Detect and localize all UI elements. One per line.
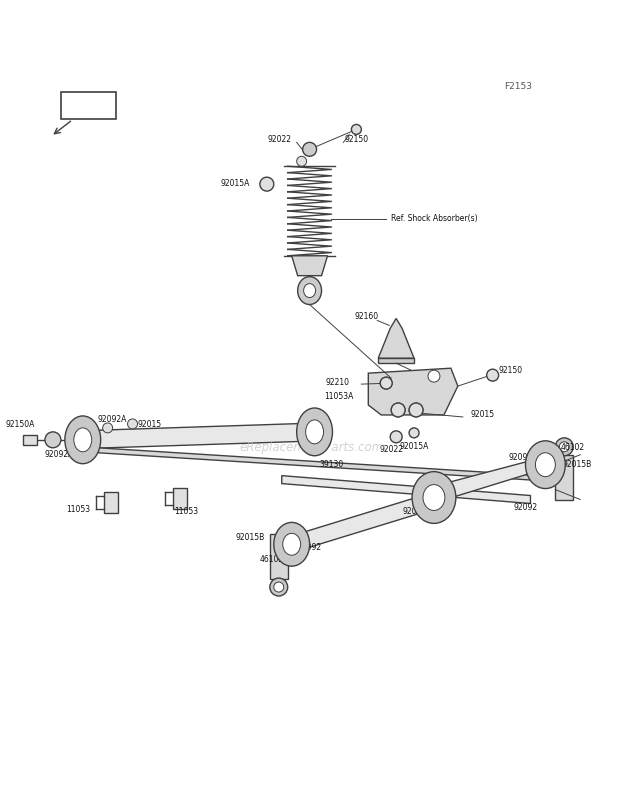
Ellipse shape (296, 408, 332, 456)
Text: FRONT: FRONT (69, 101, 107, 110)
Text: 46102: 46102 (260, 555, 284, 564)
Ellipse shape (304, 284, 316, 298)
Circle shape (409, 403, 423, 417)
Ellipse shape (423, 485, 445, 510)
Circle shape (391, 403, 405, 417)
Ellipse shape (298, 277, 322, 304)
Text: 92015A: 92015A (399, 442, 429, 451)
Ellipse shape (526, 441, 565, 488)
Circle shape (556, 438, 574, 456)
Text: 92092: 92092 (298, 543, 322, 551)
Bar (23, 435, 37, 444)
Text: Ref. Shock Absorber(s): Ref. Shock Absorber(s) (391, 214, 478, 224)
Text: 92210: 92210 (326, 378, 350, 387)
Circle shape (270, 578, 288, 596)
Text: 92015A: 92015A (221, 178, 250, 187)
Polygon shape (78, 423, 319, 448)
Text: 11053: 11053 (174, 507, 198, 516)
Bar (378, 358, 414, 363)
Circle shape (296, 157, 307, 166)
Text: 11053: 11053 (66, 505, 91, 514)
Text: 92150A: 92150A (6, 420, 35, 429)
Text: 39130: 39130 (319, 460, 343, 470)
Circle shape (274, 582, 284, 592)
Text: 92150: 92150 (344, 135, 368, 144)
Polygon shape (291, 255, 327, 276)
Text: 92092A: 92092A (98, 415, 127, 424)
Text: F2153: F2153 (505, 82, 533, 91)
Polygon shape (368, 368, 458, 415)
Text: 92015: 92015 (471, 410, 495, 419)
Polygon shape (378, 319, 414, 358)
Bar (61, 92, 115, 119)
Text: 92092A: 92092A (45, 450, 74, 459)
Text: 92015B: 92015B (235, 533, 265, 542)
Bar (174, 487, 187, 509)
Circle shape (380, 377, 392, 389)
Polygon shape (98, 448, 541, 481)
Circle shape (380, 377, 392, 389)
Bar (104, 491, 118, 513)
Bar (270, 534, 288, 579)
Text: 92092: 92092 (508, 453, 533, 462)
Polygon shape (284, 494, 439, 550)
Ellipse shape (274, 522, 309, 566)
Text: 46102: 46102 (560, 444, 585, 453)
Text: 92015B: 92015B (562, 460, 591, 470)
Circle shape (45, 432, 61, 448)
Text: 92092: 92092 (513, 503, 538, 512)
Circle shape (409, 403, 423, 417)
Text: 92160: 92160 (354, 312, 378, 321)
Circle shape (428, 370, 440, 382)
Bar (556, 455, 574, 500)
Text: 92092: 92092 (402, 507, 426, 516)
Text: 92015: 92015 (138, 420, 162, 429)
Circle shape (391, 403, 405, 417)
Polygon shape (429, 457, 546, 501)
Circle shape (260, 177, 274, 191)
Circle shape (409, 428, 419, 438)
Circle shape (390, 431, 402, 443)
Text: 11053A: 11053A (324, 392, 353, 401)
Ellipse shape (74, 428, 92, 452)
Text: 92150: 92150 (498, 366, 523, 375)
Text: eReplacementParts.com: eReplacementParts.com (239, 441, 384, 454)
Text: 92022: 92022 (268, 135, 292, 144)
Circle shape (487, 369, 498, 381)
Ellipse shape (412, 472, 456, 523)
Ellipse shape (65, 416, 100, 464)
Ellipse shape (283, 534, 301, 556)
Circle shape (303, 143, 317, 157)
Circle shape (352, 124, 361, 135)
Text: 92022: 92022 (379, 445, 403, 454)
Ellipse shape (536, 453, 556, 477)
Circle shape (128, 419, 138, 429)
Ellipse shape (306, 420, 324, 444)
Circle shape (103, 423, 113, 433)
Circle shape (559, 442, 569, 452)
Polygon shape (281, 475, 531, 504)
